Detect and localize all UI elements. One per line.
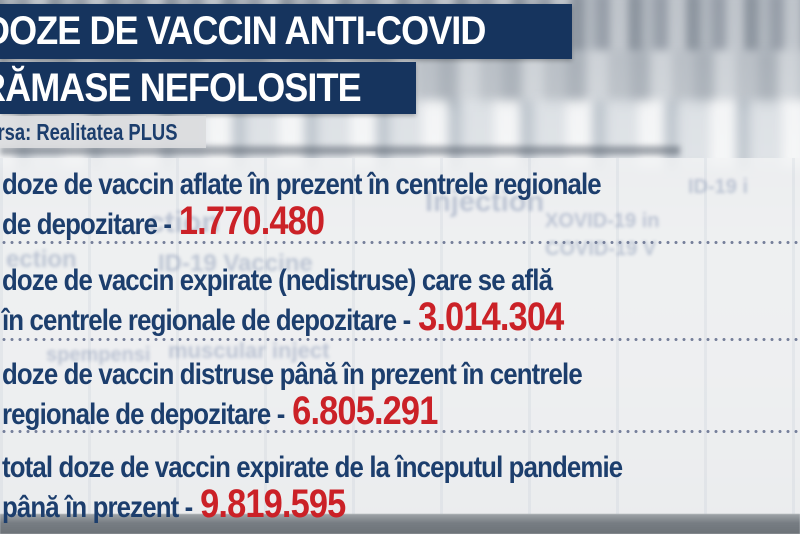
ghost-vial-label: Injection xyxy=(425,186,545,218)
headline-banner-line2: RĂMASE NEFOLOSITE xyxy=(0,62,416,114)
stat-text-line: doze de vaccin aflate în prezent în cent… xyxy=(2,166,800,203)
dotted-separator xyxy=(0,429,800,434)
stat-item-destroyed: doze de vaccin distruse până în prezent … xyxy=(2,356,800,431)
stat-text-line: de depozitare -1.770.480 xyxy=(2,201,800,241)
ghost-vial-label: muscular inject xyxy=(168,338,330,363)
stat-label: doze de vaccin expirate (nedistruse) car… xyxy=(2,264,553,297)
ghost-vial-label: ction xyxy=(148,206,220,239)
headline-banner-line1: DOZE DE VACCIN ANTI-COVID xyxy=(0,4,572,59)
stat-text-line: total doze de vaccin expirate de la înce… xyxy=(2,449,800,486)
stat-label: în centrele regionale de depozitare - xyxy=(2,304,411,337)
stat-value: 9.819.595 xyxy=(200,482,346,526)
stat-text-line: doze de vaccin distruse până în prezent … xyxy=(2,356,800,393)
stat-text-line: până în prezent -9.819.595 xyxy=(2,484,800,524)
stat-text-line: doze de vaccin expirate (nedistruse) car… xyxy=(2,262,800,299)
stat-value: 3.014.304 xyxy=(418,295,564,339)
stat-item-total-expired: total doze de vaccin expirate de la înce… xyxy=(2,449,800,524)
stat-text-line: regionale de depozitare -6.805.291 xyxy=(2,391,800,431)
ghost-vial-label: spempensi xyxy=(46,344,151,366)
stat-label: doze de vaccin distruse până în prezent … xyxy=(2,358,583,391)
headline-text-line2: RĂMASE NEFOLOSITE xyxy=(0,66,362,110)
content-panel: Injection ction ection ID-19 Vaccine XOV… xyxy=(0,158,800,514)
stat-item-doses-in-storage: doze de vaccin aflate în prezent în cent… xyxy=(2,166,800,241)
ghost-vial-label: XOVID-19 in xyxy=(545,210,660,232)
bottom-photo-strip xyxy=(0,514,800,534)
stat-label: doze de vaccin aflate în prezent în cent… xyxy=(2,168,602,201)
stat-label: regionale de depozitare - xyxy=(2,398,285,431)
ghost-vial-label: ection xyxy=(6,246,77,273)
ghost-vial-label: ID-19 i xyxy=(688,176,749,198)
dotted-separator xyxy=(0,240,800,245)
source-label: Sursa: Realitatea PLUS xyxy=(0,116,206,148)
stat-label: de depozitare - xyxy=(2,208,172,241)
stat-label: total doze de vaccin expirate de la înce… xyxy=(2,451,623,484)
stat-value: 6.805.291 xyxy=(292,389,438,433)
stat-text-line: în centrele regionale de depozitare -3.0… xyxy=(2,297,800,337)
stat-label: până în prezent - xyxy=(2,491,193,524)
ghost-vial-label: ID-19 Vaccine xyxy=(158,250,313,277)
dotted-separator xyxy=(0,337,800,342)
stat-item-expired-undistributed: doze de vaccin expirate (nedistruse) car… xyxy=(2,262,800,337)
headline-text-line1: DOZE DE VACCIN ANTI-COVID xyxy=(0,9,486,53)
stat-value: 1.770.480 xyxy=(178,199,325,243)
vial-tray-edge xyxy=(0,146,680,155)
source-label-text: Sursa: Realitatea PLUS xyxy=(0,119,178,145)
